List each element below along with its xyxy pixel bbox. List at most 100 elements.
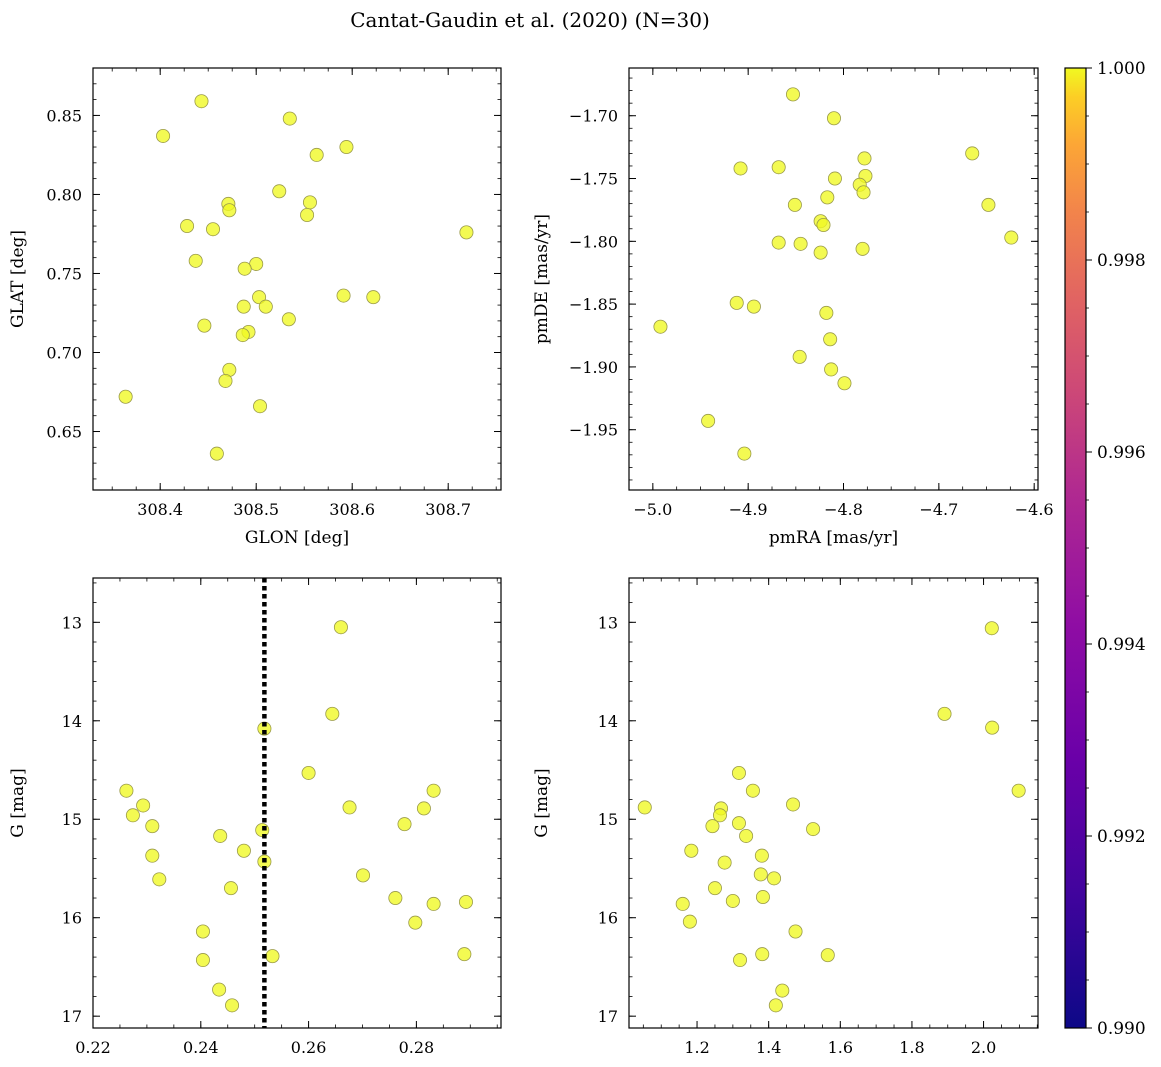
panel-bprp-g: 1.21.41.61.82.01314151617BP-RP [mag]G [m… <box>532 577 1039 1067</box>
data-point <box>252 290 267 305</box>
data-point <box>937 706 952 721</box>
data-point <box>787 197 802 212</box>
data-point <box>213 828 228 843</box>
data-point <box>793 236 808 251</box>
data-point <box>195 924 210 939</box>
data-point <box>152 872 167 887</box>
data-point <box>426 896 441 911</box>
data-point <box>820 948 835 963</box>
data-point <box>282 111 297 126</box>
x-tick-label: −4.9 <box>729 500 768 519</box>
scatter-points <box>637 621 1026 1013</box>
data-point <box>754 848 769 863</box>
data-point <box>755 947 770 962</box>
x-tick-label: 308.6 <box>329 500 375 519</box>
data-point <box>637 800 652 815</box>
x-tick-label: 0.28 <box>399 1038 435 1057</box>
x-tick-label: 308.5 <box>233 500 279 519</box>
data-point <box>145 819 160 834</box>
data-point <box>985 720 1000 735</box>
scatter-points <box>118 94 474 461</box>
data-point <box>746 299 761 314</box>
data-point <box>272 184 287 199</box>
data-point <box>356 868 371 883</box>
x-tick-label: 0.22 <box>75 1038 111 1057</box>
data-point <box>223 881 238 896</box>
data-point <box>771 160 786 175</box>
data-point <box>235 328 250 343</box>
plot-frame <box>92 577 502 1029</box>
data-point <box>785 87 800 102</box>
data-point <box>981 197 996 212</box>
x-tick-label: 1.4 <box>756 1038 781 1057</box>
x-tick-label: 308.7 <box>425 500 471 519</box>
data-point <box>739 828 754 843</box>
data-point <box>826 111 841 126</box>
data-point <box>397 817 412 832</box>
data-point <box>180 219 195 234</box>
data-point <box>222 203 237 218</box>
data-point <box>205 222 220 237</box>
data-point <box>786 797 801 812</box>
colorbar-tick-label: 1.000 <box>1097 59 1146 79</box>
scatter-points <box>119 620 473 1013</box>
data-point <box>145 848 160 863</box>
y-tick-label: 0.80 <box>46 185 82 204</box>
data-point <box>309 147 324 162</box>
data-point <box>333 620 348 635</box>
data-point <box>258 299 273 314</box>
data-point <box>195 953 210 968</box>
x-tick-label: 2.0 <box>971 1038 996 1057</box>
data-point <box>188 253 203 268</box>
x-tick-label: 1.8 <box>899 1038 924 1057</box>
y-tick-label: 15 <box>598 810 618 829</box>
y-tick-label: 0.75 <box>46 264 82 283</box>
x-tick-label: −5.0 <box>633 500 672 519</box>
colorbar-tick-label: 0.990 <box>1097 1019 1146 1039</box>
data-point <box>194 94 209 109</box>
x-axis-label: pmRA [mas/yr] <box>769 528 898 548</box>
data-point <box>712 808 727 823</box>
data-point <box>816 217 831 232</box>
colorbar-tick-label: 0.998 <box>1097 251 1146 271</box>
data-point <box>119 783 134 798</box>
x-tick-label: −4.6 <box>1015 500 1054 519</box>
data-point <box>705 819 720 834</box>
x-tick-label: 0.24 <box>183 1038 219 1057</box>
y-axis-label: G [mag] <box>532 768 552 837</box>
data-point <box>725 893 740 908</box>
data-point <box>653 319 668 334</box>
data-point <box>717 855 732 870</box>
colorbar-tick-label: 0.992 <box>1097 827 1146 847</box>
data-point <box>388 891 403 906</box>
data-point <box>733 161 748 176</box>
data-point <box>806 822 821 837</box>
colorbar-tick-label: 0.996 <box>1097 443 1146 463</box>
data-point <box>707 881 722 896</box>
data-point <box>236 843 251 858</box>
colorbar: 0.990 0.992 0.994 0.996 0.998 1.000 <box>1064 59 1146 1039</box>
data-point <box>209 446 224 461</box>
y-tick-label: −1.75 <box>569 170 618 189</box>
y-tick-label: −1.90 <box>569 358 618 377</box>
x-tick-label: −4.8 <box>824 500 863 519</box>
data-point <box>457 947 472 962</box>
data-point <box>856 185 871 200</box>
panel-pmra-pmde: −5.0 −4.9 −4.8 −4.7 −4.6 −1.95 −1.90 −1.85 −1.80… <box>532 67 1054 548</box>
plot-frame <box>628 67 1039 491</box>
plot-frame <box>92 67 502 491</box>
data-point <box>136 798 151 813</box>
x-axis-label: GLON [deg] <box>245 528 349 548</box>
y-axis-label: pmDE [mas/yr] <box>532 214 552 344</box>
data-point <box>300 207 315 222</box>
y-tick-label: −1.70 <box>569 107 618 126</box>
x-tick-label: 1.2 <box>684 1038 709 1057</box>
data-point <box>788 924 803 939</box>
data-point <box>408 915 423 930</box>
panel-glon-glat: 308.4 308.5 308.6 308.7 0.65 0.70 0.75 0.80 0.85… <box>8 67 502 548</box>
y-tick-label: 0.70 <box>46 343 82 362</box>
panel-plx-g: 0.220.240.260.281314151617Plx [mas]G [ma… <box>8 577 502 1067</box>
plot-frame <box>628 577 1039 1029</box>
data-point <box>755 890 770 905</box>
